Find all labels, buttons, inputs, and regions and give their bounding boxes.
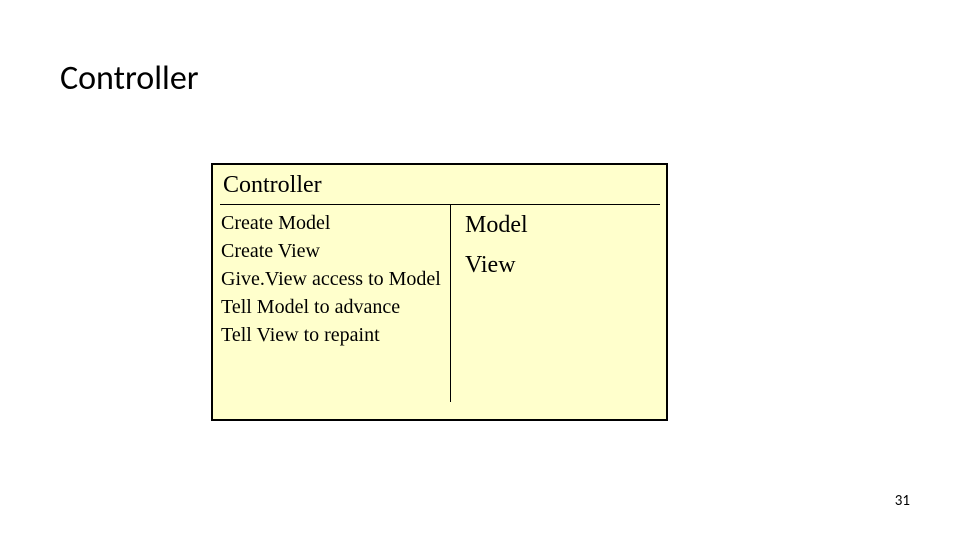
left-item: Create View — [221, 238, 441, 264]
left-column: Create Model Create View Give.View acces… — [221, 210, 441, 350]
slide-title: Controller — [60, 58, 199, 99]
right-item: View — [465, 249, 528, 281]
left-item: Create Model — [221, 210, 441, 236]
right-item: Model — [465, 209, 528, 241]
right-column: Model View — [465, 209, 528, 290]
header-underline — [220, 204, 660, 205]
left-item: Tell View to repaint — [221, 322, 441, 348]
diagram-box: Controller Create Model Create View Give… — [211, 163, 668, 421]
page-number: 31 — [895, 492, 910, 510]
vertical-divider — [450, 204, 451, 402]
diagram-header: Controller — [223, 172, 322, 199]
left-item: Give.View access to Model — [221, 266, 441, 292]
left-item: Tell Model to advance — [221, 294, 441, 320]
